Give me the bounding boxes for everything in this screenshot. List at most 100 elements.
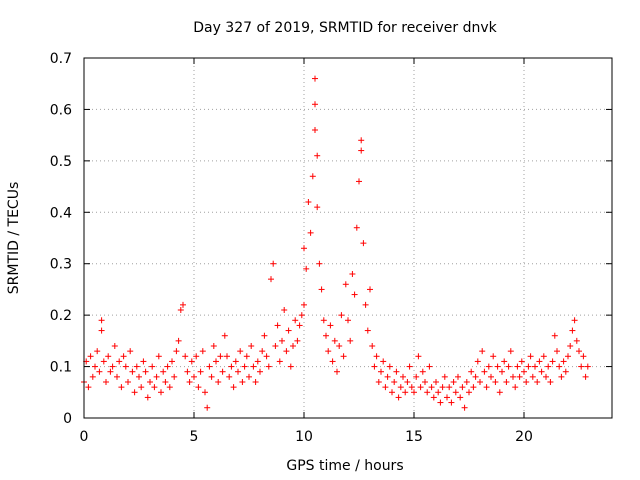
- x-tick-label: 15: [405, 429, 423, 445]
- data-point: [485, 363, 492, 370]
- data-point: [334, 368, 340, 375]
- data-point: [120, 353, 127, 360]
- data-point: [92, 363, 98, 370]
- data-point: [312, 127, 318, 133]
- data-point: [514, 363, 521, 370]
- data-point: [433, 379, 439, 385]
- data-point: [477, 379, 483, 385]
- data-point: [160, 368, 167, 375]
- data-point: [182, 353, 189, 360]
- data-point: [413, 373, 420, 380]
- data-point: [305, 199, 312, 205]
- data-point: [290, 343, 296, 349]
- data-point: [173, 348, 180, 355]
- data-point: [329, 358, 336, 365]
- data-point: [199, 348, 206, 355]
- data-point: [364, 327, 371, 334]
- data-point: [411, 389, 417, 396]
- data-point: [400, 373, 406, 380]
- data-point: [492, 379, 499, 385]
- data-point: [169, 358, 175, 365]
- data-point: [543, 373, 549, 380]
- data-point: [549, 358, 556, 365]
- data-point: [450, 379, 457, 385]
- data-point: [298, 312, 305, 319]
- data-point: [580, 353, 587, 360]
- data-point: [512, 384, 519, 391]
- data-point: [309, 173, 316, 180]
- x-tick-label: 10: [295, 429, 313, 445]
- data-point: [516, 373, 523, 380]
- data-point: [257, 368, 263, 375]
- data-point: [358, 147, 365, 154]
- data-point: [569, 327, 576, 334]
- data-point: [191, 373, 197, 380]
- data-point: [111, 343, 118, 349]
- data-point: [380, 358, 387, 365]
- data-point: [204, 404, 211, 411]
- data-point: [336, 343, 343, 349]
- data-point: [483, 384, 490, 391]
- data-point: [527, 353, 534, 360]
- data-point: [345, 317, 351, 324]
- data-point: [142, 368, 149, 375]
- data-point: [521, 368, 527, 375]
- data-point: [250, 363, 257, 370]
- data-point: [419, 368, 426, 375]
- y-tick-label: 0: [63, 411, 72, 427]
- data-point: [188, 358, 195, 365]
- data-point: [318, 286, 325, 293]
- data-point: [215, 379, 222, 385]
- data-point: [578, 363, 585, 370]
- data-point: [536, 358, 543, 365]
- data-point: [444, 394, 450, 401]
- data-point: [292, 317, 299, 324]
- data-point: [85, 384, 92, 391]
- data-point: [268, 276, 274, 283]
- data-point: [219, 368, 226, 375]
- data-point: [197, 368, 204, 375]
- data-point: [94, 348, 101, 355]
- data-point: [261, 332, 268, 339]
- data-point: [397, 384, 404, 391]
- data-point: [184, 368, 191, 375]
- data-point: [567, 343, 574, 349]
- data-point: [518, 358, 525, 365]
- data-point: [210, 343, 217, 349]
- data-point: [382, 384, 389, 391]
- data-point: [312, 75, 318, 82]
- data-point: [505, 363, 512, 370]
- data-point: [107, 368, 114, 375]
- data-point: [312, 101, 318, 108]
- data-point: [151, 384, 158, 391]
- x-axis-label: GPS time / hours: [286, 458, 403, 474]
- data-point: [446, 384, 453, 391]
- data-point: [296, 322, 303, 329]
- data-point: [457, 394, 464, 401]
- data-point: [224, 353, 230, 360]
- data-point: [164, 363, 171, 370]
- data-point: [144, 394, 151, 401]
- data-point: [371, 363, 378, 370]
- data-point: [560, 358, 567, 365]
- data-point: [349, 271, 356, 277]
- data-point: [424, 389, 431, 396]
- data-point: [325, 348, 332, 355]
- data-point: [206, 363, 213, 370]
- data-point: [133, 363, 140, 370]
- data-point: [466, 389, 472, 396]
- y-axis-label: SRMTID / TECUs: [6, 182, 22, 295]
- data-point: [100, 358, 107, 365]
- data-point: [327, 322, 334, 329]
- data-point: [226, 373, 233, 380]
- data-point: [118, 384, 125, 391]
- data-point: [342, 281, 349, 288]
- data-point: [532, 363, 538, 370]
- data-point: [202, 389, 208, 396]
- data-point: [248, 343, 255, 349]
- data-point: [347, 337, 354, 344]
- y-tick-label: 0.6: [50, 102, 72, 118]
- data-point: [287, 363, 294, 370]
- axis-ticks: [83, 57, 612, 419]
- x-tick-label: 20: [515, 429, 533, 445]
